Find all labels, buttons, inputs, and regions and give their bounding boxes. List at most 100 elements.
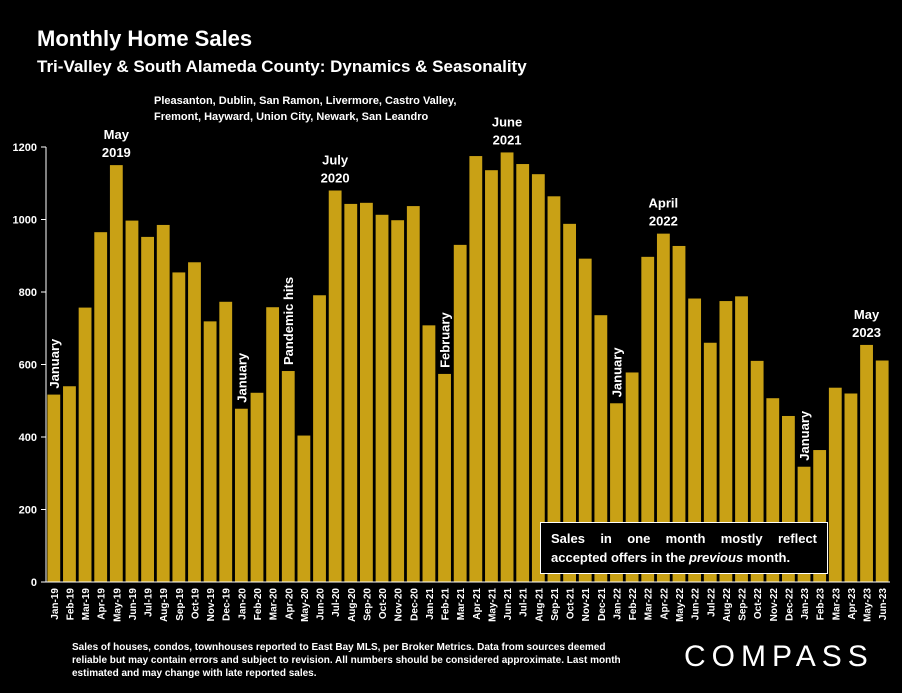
bar xyxy=(641,256,655,582)
annotation-label: January xyxy=(797,410,812,461)
x-tick-label: Mar-19 xyxy=(81,588,92,621)
x-tick-label: Mar-21 xyxy=(456,588,467,621)
x-tick-label: Feb-21 xyxy=(441,588,452,621)
annotation-label: 2022 xyxy=(649,214,678,229)
bar xyxy=(406,206,420,582)
region-line-2: Fremont, Hayward, Union City, Newark, Sa… xyxy=(154,111,429,123)
bar xyxy=(297,435,311,582)
bar xyxy=(109,165,123,582)
x-tick-label: Jan-21 xyxy=(425,588,436,620)
bar xyxy=(469,156,483,582)
bar xyxy=(656,233,670,582)
x-tick-label: Dec-19 xyxy=(222,588,233,621)
x-tick-label: Apr-22 xyxy=(659,588,670,620)
bar xyxy=(313,295,326,582)
callout-text-post: month. xyxy=(743,550,791,565)
callout-text-emphasis: previous xyxy=(688,550,744,565)
x-tick-label: Jul-21 xyxy=(519,588,530,617)
x-tick-label: Jul-19 xyxy=(144,588,155,617)
annotation-label: January xyxy=(234,352,249,403)
region-list: Pleasanton, Dublin, San Ramon, Livermore… xyxy=(154,93,456,125)
bar xyxy=(672,245,686,582)
annotation-label: June xyxy=(492,114,522,129)
x-tick-label: Apr-20 xyxy=(284,588,295,620)
y-tick-label: 200 xyxy=(19,505,37,517)
x-tick-label: Aug-22 xyxy=(722,588,733,622)
bar xyxy=(438,373,451,582)
x-tick-label: Oct-20 xyxy=(378,588,389,620)
x-tick-label: May-22 xyxy=(675,588,686,622)
annotation-label: April xyxy=(649,196,679,211)
bar xyxy=(281,371,295,582)
chart-subtitle: Tri-Valley & South Alameda County: Dynam… xyxy=(37,57,527,76)
x-tick-label: Dec-22 xyxy=(784,588,795,621)
x-tick-label: Nov-19 xyxy=(206,588,217,622)
annotation-label: January xyxy=(609,347,624,398)
x-tick-label: Nov-22 xyxy=(769,588,780,622)
y-tick-label: 400 xyxy=(19,432,37,444)
bar xyxy=(688,298,702,582)
annotation-label: May xyxy=(104,127,130,142)
bar xyxy=(141,236,155,582)
x-tick-label: Nov-21 xyxy=(581,588,592,622)
bar xyxy=(125,220,139,582)
bar xyxy=(234,408,248,582)
callout-box: Sales in one month mostly reflect accept… xyxy=(540,522,828,574)
bar xyxy=(391,220,405,582)
bar xyxy=(63,386,76,582)
annotation-label: May xyxy=(854,307,880,322)
bar xyxy=(594,315,608,582)
callout-line-2: accepted offers in the previous month. xyxy=(551,548,817,567)
y-tick-label: 1000 xyxy=(13,215,37,227)
x-tick-label: Sep-21 xyxy=(550,588,561,621)
annotation-label: Pandemic hits xyxy=(281,277,296,365)
x-tick-label: Jan-19 xyxy=(50,588,61,620)
annotation-label: 2021 xyxy=(493,132,522,147)
bar xyxy=(516,164,530,582)
bar xyxy=(375,214,389,582)
bar xyxy=(156,224,170,582)
annotation-label: 2023 xyxy=(852,325,881,340)
bar xyxy=(500,152,514,582)
y-tick-label: 0 xyxy=(31,577,37,589)
chart-title: Monthly Home Sales xyxy=(37,26,253,51)
bar xyxy=(328,190,342,582)
bar xyxy=(219,301,233,582)
bar xyxy=(422,325,436,582)
bar xyxy=(344,203,358,582)
bar xyxy=(188,262,201,582)
x-tick-label: Sep-20 xyxy=(362,588,373,621)
x-tick-label: Feb-19 xyxy=(65,588,76,621)
bar xyxy=(47,394,61,582)
x-tick-label: Aug-21 xyxy=(534,588,545,622)
compass-logo: COMPASS xyxy=(684,640,874,673)
annotation-label: January xyxy=(47,338,62,389)
x-tick-label: Feb-20 xyxy=(253,588,264,621)
annotation-label: 2020 xyxy=(321,171,350,186)
bar xyxy=(844,393,858,582)
x-tick-label: Oct-22 xyxy=(753,588,764,620)
x-tick-label: Jun-22 xyxy=(691,588,702,621)
x-tick-label: Oct-19 xyxy=(190,588,201,620)
bar xyxy=(578,258,592,582)
region-line-1: Pleasanton, Dublin, San Ramon, Livermore… xyxy=(154,95,457,107)
bar xyxy=(250,392,264,582)
bar xyxy=(563,223,577,582)
x-tick-label: Mar-22 xyxy=(644,588,655,621)
bar xyxy=(875,360,889,582)
bar xyxy=(266,307,280,582)
x-tick-label: Jun-19 xyxy=(128,588,139,621)
x-tick-label: Oct-21 xyxy=(566,588,577,620)
x-tick-label: Aug-20 xyxy=(347,588,358,622)
x-tick-label: Jul-22 xyxy=(706,588,717,617)
bar xyxy=(860,344,873,582)
annotation-label: February xyxy=(438,312,453,368)
callout-line-1: Sales in one month mostly reflect xyxy=(551,531,817,546)
x-tick-label: Jun-23 xyxy=(878,588,889,621)
x-tick-label: Mar-20 xyxy=(269,588,280,621)
x-tick-label: Nov-20 xyxy=(394,588,405,622)
x-tick-label: Dec-20 xyxy=(409,588,420,621)
bar xyxy=(78,307,92,582)
x-tick-label: Sep-19 xyxy=(175,588,186,621)
